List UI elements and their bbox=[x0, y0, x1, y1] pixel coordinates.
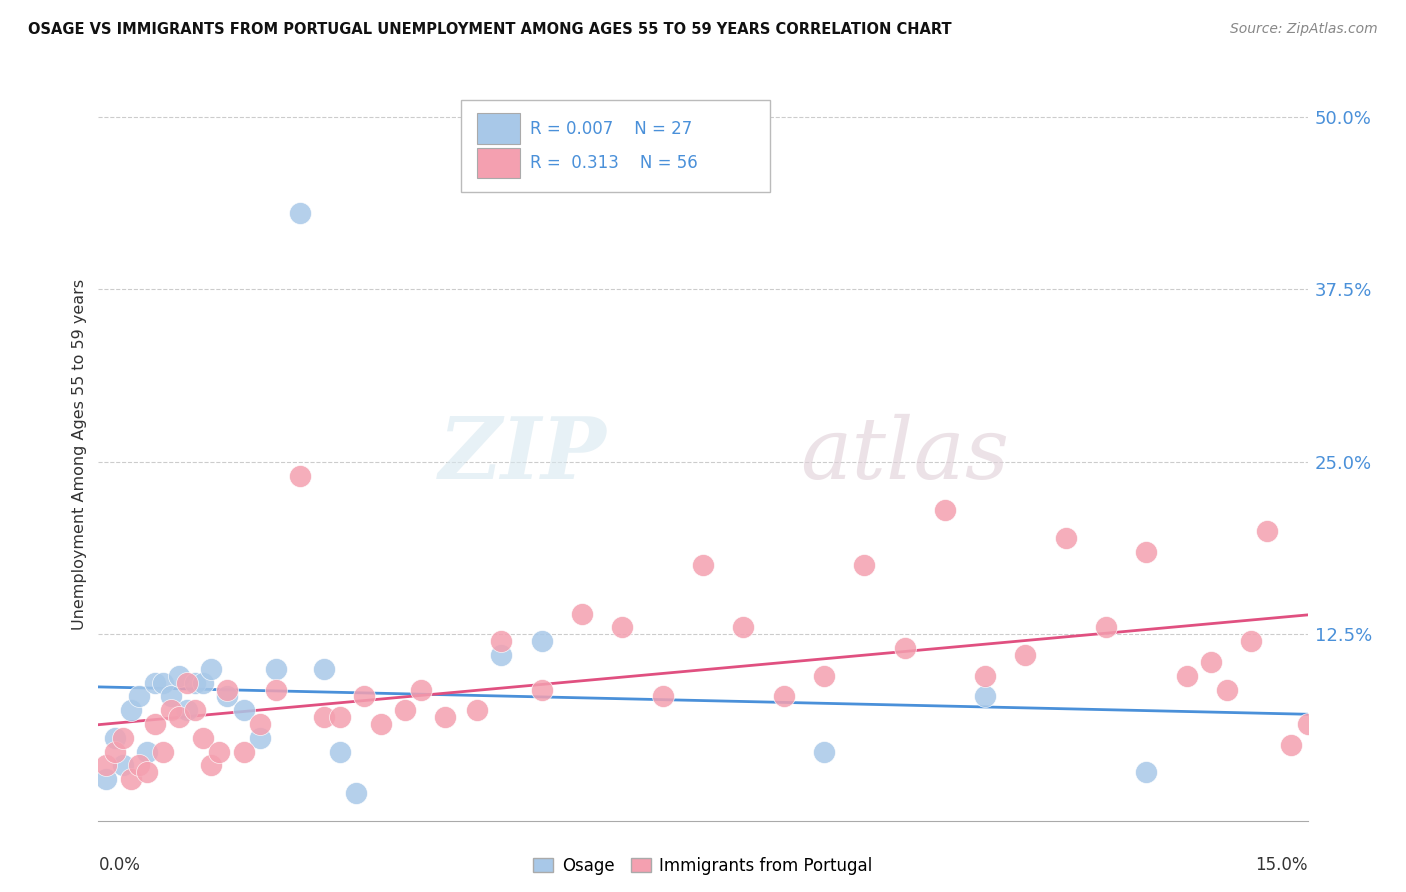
Point bbox=[249, 717, 271, 731]
Point bbox=[152, 675, 174, 690]
Point bbox=[103, 731, 125, 745]
Point bbox=[1216, 682, 1239, 697]
FancyBboxPatch shape bbox=[477, 148, 520, 178]
Text: Source: ZipAtlas.com: Source: ZipAtlas.com bbox=[1230, 22, 1378, 37]
Point bbox=[111, 731, 134, 745]
Point bbox=[329, 745, 352, 759]
Point bbox=[176, 703, 198, 717]
Point bbox=[1135, 544, 1157, 558]
Point bbox=[893, 641, 915, 656]
Point bbox=[1256, 524, 1278, 538]
Point bbox=[571, 607, 593, 621]
Legend: Osage, Immigrants from Portugal: Osage, Immigrants from Portugal bbox=[527, 850, 879, 882]
Point bbox=[135, 745, 157, 759]
Point bbox=[160, 690, 183, 704]
FancyBboxPatch shape bbox=[477, 113, 520, 144]
Point bbox=[530, 682, 553, 697]
Point bbox=[249, 731, 271, 745]
Text: atlas: atlas bbox=[800, 414, 1010, 496]
FancyBboxPatch shape bbox=[461, 100, 769, 192]
Point bbox=[370, 717, 392, 731]
Point bbox=[1337, 592, 1360, 607]
Point bbox=[1296, 717, 1319, 731]
Text: R =  0.313    N = 56: R = 0.313 N = 56 bbox=[530, 154, 697, 172]
Point bbox=[1054, 531, 1077, 545]
Point bbox=[120, 703, 142, 717]
Point bbox=[135, 765, 157, 780]
Point bbox=[208, 745, 231, 759]
Point bbox=[111, 758, 134, 772]
Point bbox=[176, 675, 198, 690]
Point bbox=[167, 669, 190, 683]
Point bbox=[184, 703, 207, 717]
Point bbox=[733, 620, 755, 634]
Text: 15.0%: 15.0% bbox=[1256, 855, 1308, 873]
Point bbox=[217, 690, 239, 704]
Point bbox=[143, 675, 166, 690]
Point bbox=[232, 745, 254, 759]
Point bbox=[329, 710, 352, 724]
Point bbox=[974, 669, 997, 683]
Point bbox=[96, 772, 118, 787]
Point bbox=[103, 745, 125, 759]
Point bbox=[974, 690, 997, 704]
Point bbox=[692, 558, 714, 573]
Point bbox=[1312, 627, 1334, 641]
Point bbox=[394, 703, 416, 717]
Y-axis label: Unemployment Among Ages 55 to 59 years: Unemployment Among Ages 55 to 59 years bbox=[72, 279, 87, 631]
Point bbox=[217, 682, 239, 697]
Point bbox=[200, 758, 222, 772]
Point bbox=[288, 468, 311, 483]
Point bbox=[314, 662, 336, 676]
Point bbox=[465, 703, 488, 717]
Point bbox=[813, 669, 835, 683]
Point bbox=[160, 703, 183, 717]
Point bbox=[1240, 634, 1263, 648]
Point bbox=[193, 675, 215, 690]
Point bbox=[120, 772, 142, 787]
Point bbox=[651, 690, 673, 704]
Point bbox=[344, 786, 367, 800]
Point bbox=[1175, 669, 1198, 683]
Text: OSAGE VS IMMIGRANTS FROM PORTUGAL UNEMPLOYMENT AMONG AGES 55 TO 59 YEARS CORRELA: OSAGE VS IMMIGRANTS FROM PORTUGAL UNEMPL… bbox=[28, 22, 952, 37]
Point bbox=[1361, 641, 1384, 656]
Point bbox=[353, 690, 375, 704]
Point bbox=[314, 710, 336, 724]
Point bbox=[491, 648, 513, 662]
Point bbox=[530, 634, 553, 648]
Point bbox=[1095, 620, 1118, 634]
Text: ZIP: ZIP bbox=[439, 413, 606, 497]
Point bbox=[264, 662, 287, 676]
Point bbox=[232, 703, 254, 717]
Point bbox=[813, 745, 835, 759]
Point bbox=[143, 717, 166, 731]
Text: R = 0.007    N = 27: R = 0.007 N = 27 bbox=[530, 120, 692, 137]
Point bbox=[434, 710, 457, 724]
Point bbox=[1014, 648, 1036, 662]
Point bbox=[772, 690, 794, 704]
Point bbox=[1199, 655, 1222, 669]
Point bbox=[193, 731, 215, 745]
Point bbox=[612, 620, 634, 634]
Text: 0.0%: 0.0% bbox=[98, 855, 141, 873]
Point bbox=[152, 745, 174, 759]
Point bbox=[853, 558, 876, 573]
Point bbox=[1135, 765, 1157, 780]
Point bbox=[409, 682, 432, 697]
Point bbox=[96, 758, 118, 772]
Point bbox=[128, 758, 150, 772]
Point bbox=[288, 206, 311, 220]
Point bbox=[128, 690, 150, 704]
Point bbox=[167, 710, 190, 724]
Point bbox=[264, 682, 287, 697]
Point bbox=[1281, 738, 1303, 752]
Point bbox=[200, 662, 222, 676]
Point bbox=[934, 503, 956, 517]
Point bbox=[184, 675, 207, 690]
Point bbox=[491, 634, 513, 648]
